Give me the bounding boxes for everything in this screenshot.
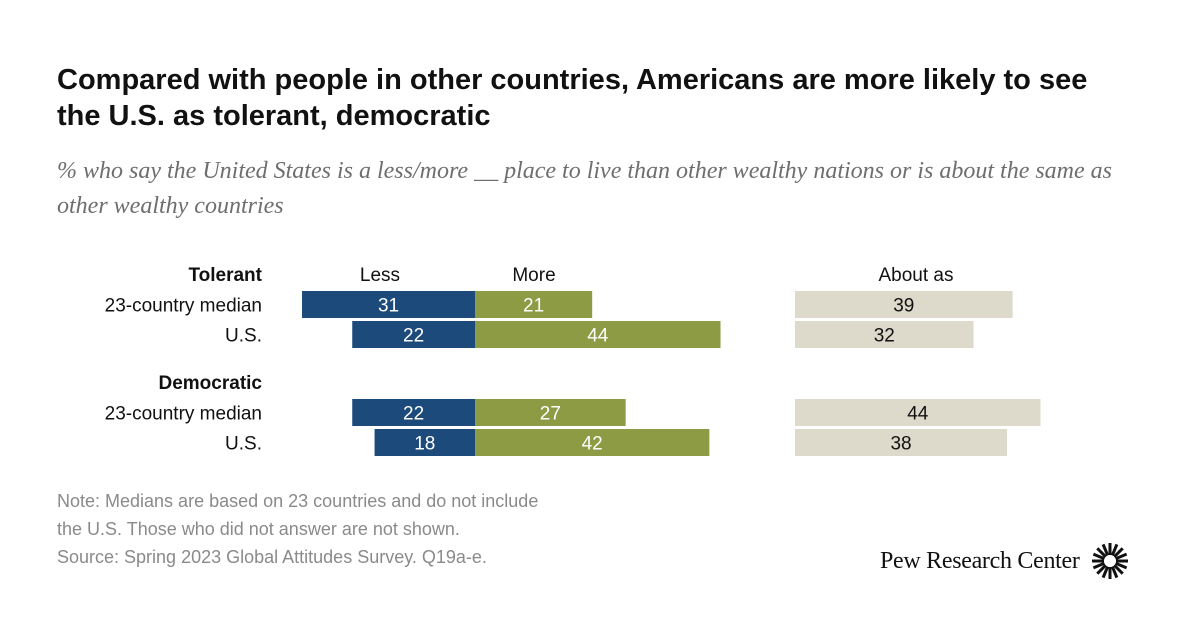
value-about-democratic-1: 38 [890,434,911,455]
bar-about-democratic-0 [795,399,1041,426]
bar-less-democratic-0 [352,399,475,426]
group-label-democratic: Democratic [159,373,263,394]
sunburst-ray [1092,561,1105,570]
value-more-tolerant-1: 44 [587,326,609,347]
sunburst-ray [1114,561,1127,570]
group-label-tolerant: Tolerant [188,265,262,286]
sunburst-ray [1114,552,1127,561]
note-line-1: Note: Medians are based on 23 countries … [57,491,539,511]
bar-more-tolerant-1 [475,321,721,348]
sunburst-ray [1101,565,1109,579]
chart-title: Compared with people in other countries,… [57,64,1088,132]
sunburst-logo-icon [1091,543,1128,579]
bar-about-democratic-1 [795,429,1008,456]
value-less-tolerant-1: 22 [403,326,424,347]
sunburst-ray [1095,564,1107,575]
row-label-democratic-0: 23-country median [105,404,262,425]
value-about-democratic-0: 44 [907,404,929,425]
sunburst-ray [1112,564,1124,575]
value-less-democratic-1: 18 [414,434,435,455]
column-header-more: More [512,265,555,286]
chart-subtitle: % who say the United States is a less/mo… [57,158,1113,219]
sunburst-ray [1092,552,1105,561]
sunburst-ray [1110,543,1118,557]
source-line: Source: Spring 2023 Global Attitudes Sur… [57,547,487,567]
sunburst-ray [1112,547,1124,558]
sunburst-ray [1101,543,1109,557]
bar-less-democratic-1 [374,429,475,456]
column-header-less: Less [360,265,400,286]
bar-about-tolerant-1 [795,321,974,348]
column-header-about: About as [879,265,954,286]
bar-less-tolerant-0 [302,291,475,318]
row-label-tolerant-0: 23-country median [105,296,262,317]
bar-more-tolerant-0 [475,291,593,318]
sunburst-ray [1095,547,1107,558]
logo-text: Pew Research Center [880,547,1080,574]
bar-about-tolerant-0 [795,291,1013,318]
note-line-2: the U.S. Those who did not answer are no… [57,519,460,539]
value-more-tolerant-0: 21 [523,296,544,317]
bar-more-democratic-0 [475,399,626,426]
footnotes: Note: Medians are based on 23 countries … [57,487,757,571]
value-less-democratic-0: 22 [403,404,424,425]
value-more-democratic-1: 42 [582,434,603,455]
value-less-tolerant-0: 31 [378,296,399,317]
bar-more-democratic-1 [475,429,710,456]
bar-less-tolerant-1 [352,321,475,348]
value-more-democratic-0: 27 [540,404,561,425]
value-about-tolerant-0: 39 [893,296,914,317]
row-label-tolerant-1: U.S. [225,326,262,347]
sunburst-ray [1110,565,1118,579]
value-about-tolerant-1: 32 [874,326,895,347]
row-label-democratic-1: U.S. [225,434,262,455]
pew-logo: Pew Research Center [880,541,1130,581]
